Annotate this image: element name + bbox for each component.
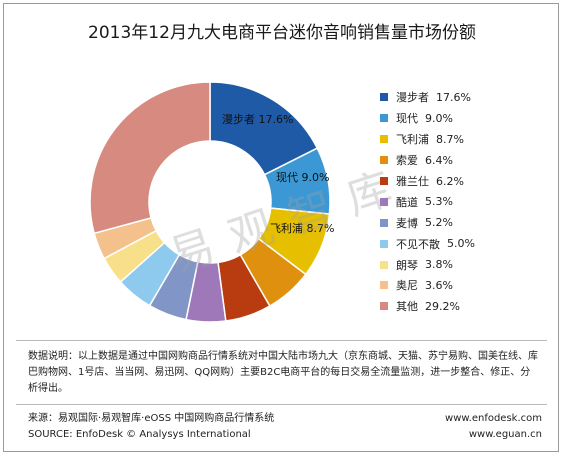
url-eguan: www.eguan.cn [468, 429, 542, 440]
legend-item: 酷道 5.3% [380, 191, 475, 212]
slice-label-2: 飞利浦 8.7% [270, 222, 334, 235]
legend-swatch [380, 135, 388, 144]
legend-value: 3.6% [425, 278, 453, 292]
legend-label: 飞利浦 [396, 133, 429, 147]
legend-item: 不见不散 5.0% [380, 233, 475, 254]
divider [16, 404, 547, 405]
legend-value: 3.8% [425, 258, 453, 272]
legend-label: 其他 [396, 300, 418, 314]
pie-slice-10 [89, 81, 211, 235]
legend-value: 29.2% [425, 299, 460, 313]
legend-label: 朗琴 [396, 258, 418, 272]
legend-item: 其他 29.2% [380, 296, 475, 317]
divider [16, 340, 547, 341]
legend-swatch [380, 197, 388, 206]
slice-label-0: 漫步者 17.6% [222, 112, 293, 126]
source-block: 来源：易观国际·易观智库·eOSS 中国网购商品行情系统 SOURCE: Enf… [28, 411, 274, 443]
legend-item: 雅兰仕 6.2% [380, 171, 475, 192]
legend-value: 5.2% [425, 216, 453, 230]
url-block: www.enfodesk.com www.eguan.cn [445, 411, 542, 443]
legend-value: 5.0% [447, 237, 475, 251]
legend-item: 索爱 6.4% [380, 150, 475, 171]
legend-label: 酷道 [396, 195, 418, 209]
source-cn: 来源：易观国际·易观智库·eOSS 中国网购商品行情系统 [28, 413, 275, 424]
chart-legend: 漫步者 17.6% 现代 9.0% 飞利浦 8.7% 索爱 6.4% 雅兰仕 6.2% 酷道 5.3%… [380, 87, 475, 317]
chart-title: 2013年12月九大电商平台迷你音响销售量市场份额 [88, 23, 476, 43]
legend-value: 6.2% [436, 174, 464, 188]
legend-label: 不见不散 [396, 237, 440, 251]
legend-label: 奥尼 [396, 279, 418, 293]
legend-label: 索爱 [396, 154, 418, 168]
legend-item: 麦博 5.2% [380, 212, 475, 233]
legend-label: 现代 [396, 112, 418, 126]
legend-swatch [380, 281, 388, 290]
legend-swatch [380, 218, 388, 227]
legend-label: 雅兰仕 [396, 175, 429, 188]
legend-swatch [380, 302, 388, 311]
legend-value: 9.0% [425, 111, 453, 125]
legend-item: 现代 9.0% [380, 108, 475, 129]
legend-swatch [380, 156, 388, 165]
legend-value: 17.6% [436, 90, 471, 104]
legend-label: 麦博 [396, 216, 418, 230]
legend-swatch [380, 239, 388, 248]
legend-item: 漫步者 17.6% [380, 87, 475, 108]
legend-swatch [380, 177, 388, 185]
donut-chart: 漫步者 17.6% 现代 9.0% 飞利浦 8.7% [89, 81, 334, 323]
legend-value: 6.4% [425, 153, 453, 167]
legend-label: 漫步者 [396, 91, 429, 105]
legend-value: 8.7% [436, 132, 464, 146]
source-en: SOURCE: EnfoDesk © Analysys Internationa… [28, 429, 251, 440]
legend-swatch [380, 93, 388, 102]
legend-item: 奥尼 3.6% [380, 275, 475, 296]
url-enfodesk: www.enfodesk.com [445, 413, 542, 424]
legend-value: 5.3% [425, 195, 453, 209]
legend-item: 朗琴 3.8% [380, 254, 475, 275]
chart-frame: 2013年12月九大电商平台迷你音响销售量市场份额 漫步者 17.6% 现代 9.… [3, 3, 559, 452]
legend-swatch [380, 114, 388, 123]
legend-item: 飞利浦 8.7% [380, 129, 475, 150]
data-description: 数据说明：以上数据是通过中国网购商品行情系统对中国大陆市场九大（京东商城、天猫、… [28, 351, 538, 394]
legend-swatch [380, 260, 388, 269]
slice-label-1: 现代 9.0% [276, 171, 329, 184]
